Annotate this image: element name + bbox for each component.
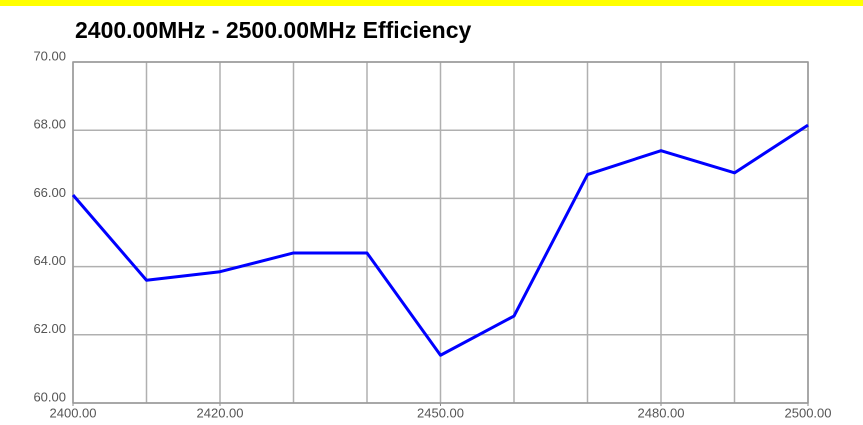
y-tick-label: 64.00 <box>33 253 66 268</box>
y-tick-label: 68.00 <box>33 117 66 132</box>
y-tick-label: 70.00 <box>33 48 66 63</box>
x-tick-label: 2420.00 <box>197 405 244 420</box>
x-tick-label: 2480.00 <box>638 405 685 420</box>
x-tick-label: 2450.00 <box>417 405 464 420</box>
line-series <box>71 123 809 357</box>
x-tick-label: 2400.00 <box>50 405 97 420</box>
plot-border <box>72 61 809 404</box>
chart-title: 2400.00MHz - 2500.00MHz Efficiency <box>75 17 472 43</box>
top-strip <box>0 0 863 6</box>
y-tick-label: 60.00 <box>33 389 66 404</box>
y-tick-label: 66.00 <box>33 185 66 200</box>
y-tick-label: 62.00 <box>33 321 66 336</box>
x-tick-label: 2500.00 <box>785 405 832 420</box>
